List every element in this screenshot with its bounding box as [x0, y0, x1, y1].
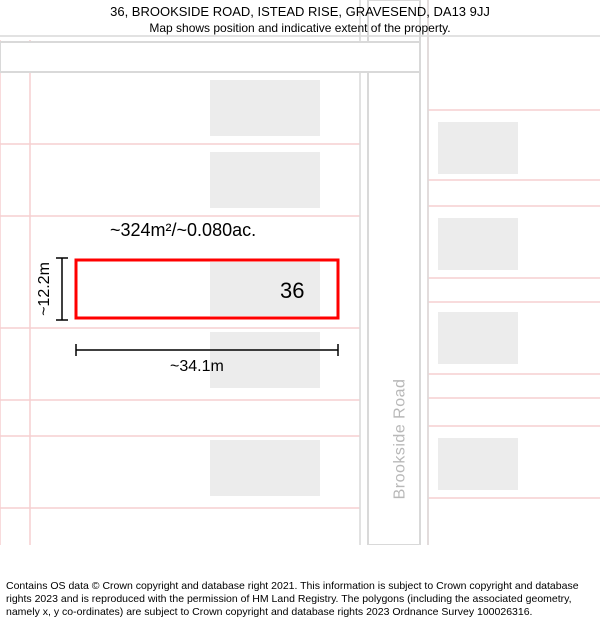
height-label: ~12.2m — [36, 262, 54, 316]
area-label: ~324m²/~0.080ac. — [110, 220, 256, 241]
copyright-footer: Contains OS data © Crown copyright and d… — [0, 576, 600, 625]
map-title: 36, BROOKSIDE ROAD, ISTEAD RISE, GRAVESE… — [0, 4, 600, 21]
map-subtitle: Map shows position and indicative extent… — [0, 21, 600, 37]
map-svg — [0, 0, 600, 545]
map-header: 36, BROOKSIDE ROAD, ISTEAD RISE, GRAVESE… — [0, 4, 600, 36]
road-name-label: Brookside Road — [391, 379, 409, 500]
house-number: 36 — [280, 278, 304, 304]
width-label: ~34.1m — [170, 358, 224, 376]
